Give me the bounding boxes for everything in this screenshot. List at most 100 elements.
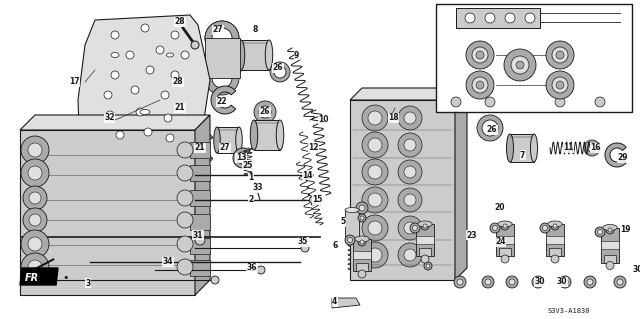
Bar <box>20 130 195 295</box>
Ellipse shape <box>355 236 369 242</box>
Circle shape <box>270 62 290 82</box>
Bar <box>217 127 239 153</box>
Circle shape <box>608 228 612 232</box>
Circle shape <box>404 166 416 178</box>
Circle shape <box>310 197 317 204</box>
Circle shape <box>457 279 463 285</box>
Circle shape <box>161 91 169 99</box>
Bar <box>190 238 210 254</box>
Circle shape <box>348 238 353 242</box>
Circle shape <box>126 51 134 59</box>
Circle shape <box>28 143 42 157</box>
Circle shape <box>606 226 614 234</box>
Text: 3: 3 <box>85 278 91 287</box>
Circle shape <box>362 132 388 158</box>
Bar <box>549 248 561 256</box>
Circle shape <box>211 276 219 284</box>
Circle shape <box>257 266 265 274</box>
Text: 6: 6 <box>333 241 338 249</box>
Circle shape <box>177 165 193 181</box>
Bar <box>546 224 564 256</box>
Circle shape <box>362 215 388 241</box>
Circle shape <box>368 165 382 179</box>
Circle shape <box>546 71 574 99</box>
Circle shape <box>368 221 382 235</box>
Ellipse shape <box>237 40 244 70</box>
Circle shape <box>503 224 507 228</box>
Circle shape <box>141 24 149 32</box>
Text: 17: 17 <box>69 78 80 86</box>
Text: 2: 2 <box>248 196 253 204</box>
Circle shape <box>212 28 232 48</box>
Circle shape <box>466 71 494 99</box>
Polygon shape <box>20 268 58 285</box>
Ellipse shape <box>140 109 150 115</box>
Circle shape <box>501 255 509 263</box>
Text: 32: 32 <box>104 114 115 122</box>
Circle shape <box>28 237 42 251</box>
Circle shape <box>362 187 388 213</box>
Circle shape <box>104 91 112 99</box>
Text: 35: 35 <box>298 238 308 247</box>
Circle shape <box>485 279 491 285</box>
Circle shape <box>451 97 461 107</box>
Bar <box>416 224 434 256</box>
Circle shape <box>482 276 494 288</box>
Circle shape <box>551 255 559 263</box>
Text: 31: 31 <box>193 231 204 240</box>
Ellipse shape <box>506 134 513 162</box>
Text: 19: 19 <box>620 226 630 234</box>
Circle shape <box>205 21 239 55</box>
Ellipse shape <box>498 221 512 227</box>
Polygon shape <box>455 88 467 280</box>
Ellipse shape <box>345 207 359 212</box>
Circle shape <box>116 131 124 139</box>
Circle shape <box>356 202 368 214</box>
Ellipse shape <box>418 221 432 227</box>
Circle shape <box>166 134 174 142</box>
Bar <box>546 236 564 244</box>
Text: 25: 25 <box>243 160 253 169</box>
Circle shape <box>368 193 382 207</box>
Text: 21: 21 <box>175 103 185 113</box>
Ellipse shape <box>166 53 173 57</box>
Circle shape <box>195 235 205 245</box>
Text: 12: 12 <box>308 144 319 152</box>
Circle shape <box>553 224 557 228</box>
Circle shape <box>472 47 488 63</box>
Bar <box>436 4 632 112</box>
Circle shape <box>404 194 416 206</box>
Bar <box>510 134 534 162</box>
Text: 26: 26 <box>273 63 284 72</box>
Circle shape <box>485 13 495 23</box>
Circle shape <box>362 242 388 268</box>
Circle shape <box>360 216 364 220</box>
Polygon shape <box>180 130 212 166</box>
Circle shape <box>477 115 503 141</box>
Circle shape <box>584 276 596 288</box>
Text: 5: 5 <box>341 218 346 226</box>
Circle shape <box>421 255 429 263</box>
Text: 20: 20 <box>494 204 504 212</box>
Circle shape <box>362 159 388 185</box>
Circle shape <box>540 223 550 233</box>
Bar <box>353 251 371 259</box>
Text: 30: 30 <box>557 278 567 286</box>
Circle shape <box>552 47 568 63</box>
Text: 9: 9 <box>294 50 300 60</box>
Text: 30: 30 <box>633 265 640 275</box>
Circle shape <box>254 101 276 123</box>
Circle shape <box>606 262 614 270</box>
Text: 27: 27 <box>212 26 223 34</box>
Ellipse shape <box>531 134 538 162</box>
Circle shape <box>595 97 605 107</box>
Circle shape <box>136 108 144 116</box>
Circle shape <box>535 279 541 285</box>
Circle shape <box>424 262 432 270</box>
Bar <box>601 227 619 263</box>
Circle shape <box>345 235 355 245</box>
Circle shape <box>210 53 234 77</box>
Circle shape <box>398 216 422 240</box>
Circle shape <box>584 140 600 156</box>
Bar <box>601 241 619 249</box>
